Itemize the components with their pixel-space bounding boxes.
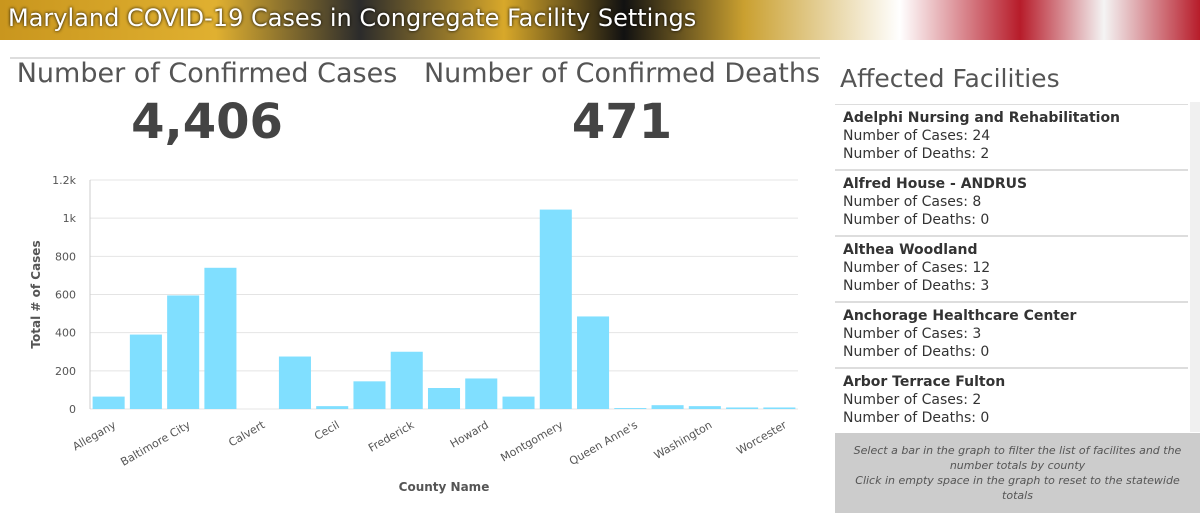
bar [427, 388, 461, 409]
bar [763, 407, 796, 409]
bar [129, 334, 162, 409]
bar [316, 406, 349, 409]
scrollbar[interactable] [1190, 102, 1200, 432]
x-tick-label: Calvert [226, 418, 267, 449]
y-tick-label: 200 [55, 365, 76, 378]
bar [390, 351, 423, 409]
note: Click in empty space in the graph to res… [855, 474, 1180, 502]
notes: Select a bar in the graph to filter the … [835, 433, 1200, 513]
facility-deaths: Number of Deaths: 3 [843, 278, 990, 294]
facility-cases: Number of Cases: 24 [843, 128, 991, 144]
facility-deaths: Number of Deaths: 0 [843, 410, 990, 426]
x-axis-title: County Name [399, 480, 490, 494]
x-tick-label: Allegany [70, 418, 118, 453]
y-tick-label: 0 [69, 403, 76, 416]
kpi-label: Number of Confirmed Deaths [423, 58, 821, 89]
facility-cases: Number of Cases: 3 [843, 326, 982, 342]
x-tick-label: Baltimore City [118, 418, 193, 469]
bar [353, 381, 386, 409]
x-tick-label: Montgomery [498, 418, 565, 464]
x-tick-label: Queen Anne's [567, 418, 640, 468]
facility-cases: Number of Cases: 8 [843, 194, 982, 210]
facility-deaths: Number of Deaths: 0 [843, 344, 990, 360]
kpi-value: 471 [571, 94, 673, 150]
y-tick-label: 600 [55, 289, 76, 302]
facility-list: Adelphi Nursing and Rehabilitation Number… [835, 104, 1200, 434]
bar [726, 407, 759, 409]
bar [539, 209, 572, 409]
banner: Maryland COVID-19 Cases in Congregate Fa… [0, 0, 1200, 40]
kpi-label: Number of Confirmed Cases [16, 58, 398, 89]
chart[interactable]: 0 200 400 600 800 1k 1.2k Allegany Baltimore Cit… [0, 0, 820, 513]
facility-item[interactable]: Alfred House - ANDRUS Number of Cases: 8 N… [835, 170, 1188, 236]
y-tick-label: 400 [55, 327, 76, 340]
bar [92, 396, 125, 409]
panel-title: Affected Facilities [840, 64, 1060, 93]
facility-name: Althea Woodland [843, 242, 978, 258]
x-tick-label: Frederick [366, 418, 417, 455]
facilities-panel: Affected Facilities Adelphi Nursing and … [835, 58, 1200, 513]
y-tick-label: 1k [63, 212, 77, 225]
bar [278, 356, 311, 409]
bar [167, 295, 200, 409]
facility-item[interactable]: Anchorage Healthcare Center Number of Cas… [835, 302, 1188, 368]
y-tick-label: 800 [55, 250, 76, 263]
facility-name: Alfred House - ANDRUS [843, 176, 1028, 192]
facility-deaths: Number of Deaths: 0 [843, 212, 990, 228]
bar [688, 406, 721, 409]
page-title: Maryland COVID-19 Cases in Congregate Fa… [8, 4, 697, 32]
bar [577, 316, 610, 409]
facility-item[interactable]: Althea Woodland Number of Cases: 12 Number… [835, 236, 1188, 302]
y-tick-label: 1.2k [52, 174, 76, 187]
facility-item[interactable]: Arbor Terrace Fulton Number of Cases: 2 Nu… [835, 368, 1188, 434]
facility-cases: Number of Cases: 12 [843, 260, 991, 276]
note: Select a bar in the graph to filter the … [853, 444, 1182, 472]
x-tick-label: Washington [652, 418, 715, 462]
bar [465, 378, 498, 409]
facility-name: Anchorage Healthcare Center [843, 308, 1077, 324]
facility-name: Adelphi Nursing and Rehabilitation [843, 110, 1121, 126]
facility-item[interactable]: Adelphi Nursing and Rehabilitation Number… [835, 104, 1188, 170]
y-axis-title: Total # of Cases [29, 240, 43, 348]
facility-name: Arbor Terrace Fulton [843, 374, 1006, 390]
bar [204, 267, 237, 409]
x-tick-label: Howard [448, 418, 491, 450]
bar [502, 396, 535, 409]
x-tick-label: Worcester [734, 418, 789, 457]
facility-deaths: Number of Deaths: 2 [843, 146, 990, 162]
facility-cases: Number of Cases: 2 [843, 392, 982, 408]
kpi-value: 4,406 [131, 94, 283, 150]
x-tick-label: Cecil [312, 418, 342, 443]
bar [614, 408, 647, 409]
bar [651, 405, 684, 409]
